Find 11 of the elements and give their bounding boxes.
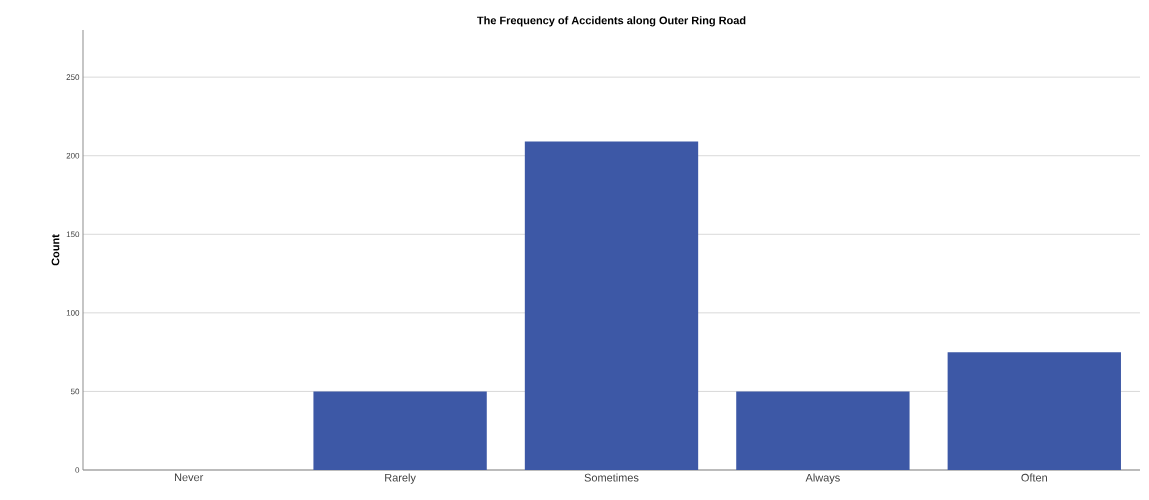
x-tick-label: Never xyxy=(174,473,204,482)
y-axis-title: Count xyxy=(51,234,60,266)
x-tick-label: Always xyxy=(805,473,840,484)
bar xyxy=(313,391,487,470)
x-tick-label: Rarely xyxy=(385,473,416,484)
chart-title: The Frequency of Accidents along Outer Ring Road xyxy=(477,16,746,27)
x-tick-label: Sometimes xyxy=(584,473,639,482)
bar xyxy=(947,352,1121,470)
x-tick-label: Often xyxy=(1021,473,1047,482)
bar xyxy=(736,391,910,470)
bar xyxy=(524,141,699,470)
